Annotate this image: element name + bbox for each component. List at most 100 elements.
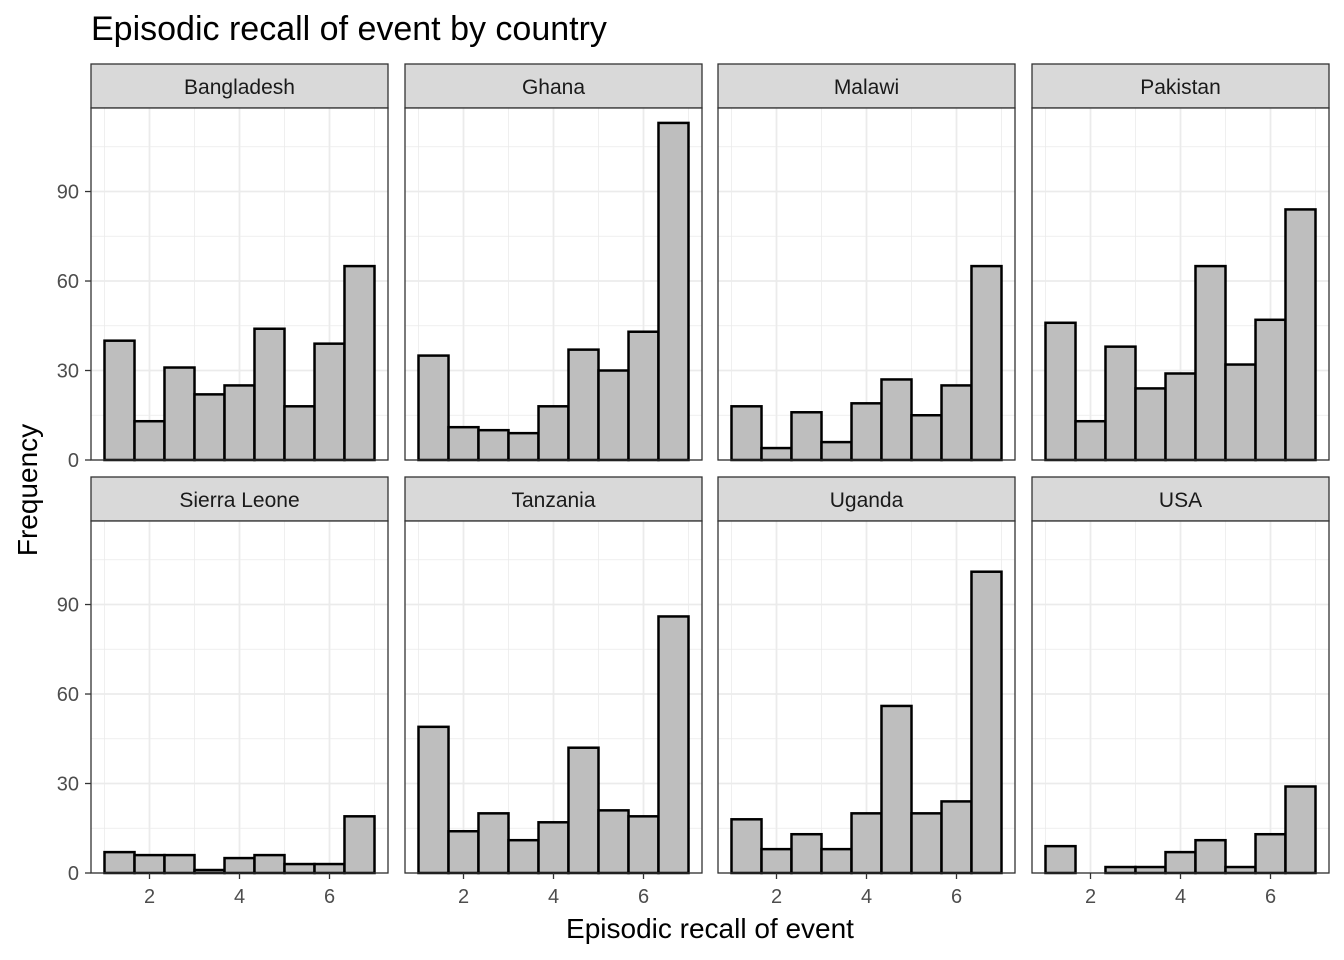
- x-tick-label: 6: [324, 886, 335, 908]
- panel-sierra-leone: Sierra Leone 0 30 60 90 2 4 6: [57, 476, 389, 908]
- histogram-bar: [820, 847, 853, 875]
- histogram-bar: [1224, 363, 1257, 462]
- histogram-bar: [223, 384, 256, 462]
- panel-bangladesh: Bangladesh 0 30 60 90: [57, 63, 389, 472]
- histogram-bar: [283, 862, 316, 875]
- strip-background: [1031, 63, 1330, 109]
- histogram-bar: [910, 414, 943, 462]
- strip-background: [717, 476, 1016, 522]
- histogram-bar: [760, 847, 793, 875]
- strip-label: Bangladesh: [184, 76, 295, 99]
- x-axis-title: Episodic recall of event: [566, 913, 854, 944]
- panel-border: [90, 107, 389, 461]
- x-tick-label: 2: [144, 886, 155, 908]
- histogram-bar: [1074, 419, 1107, 462]
- y-tick-label: 0: [68, 450, 79, 472]
- strip-background: [404, 63, 703, 109]
- y-axis-title: Frequency: [12, 424, 43, 556]
- histogram-bar: [103, 850, 136, 875]
- histogram-bar: [730, 818, 763, 875]
- histogram-bar: [657, 615, 690, 875]
- histogram-bar: [1104, 865, 1137, 875]
- panel-uganda: Uganda 2 4 6: [717, 476, 1016, 908]
- strip-label: Sierra Leone: [179, 489, 299, 512]
- histogram-bar: [940, 384, 973, 462]
- histogram-bar: [133, 853, 166, 875]
- strip-label: Ghana: [522, 76, 585, 99]
- panel-usa: USA 2 4 6: [1031, 476, 1330, 908]
- y-tick-label: 0: [68, 863, 79, 885]
- strip-background: [404, 476, 703, 522]
- histogram-bar: [163, 366, 196, 462]
- y-tick-label: 30: [57, 774, 79, 796]
- panel-malawi: Malawi: [717, 63, 1016, 462]
- histogram-bar: [567, 348, 600, 462]
- panel-border: [1031, 107, 1330, 461]
- histogram-bar: [730, 405, 763, 462]
- histogram-bar: [567, 746, 600, 875]
- histogram-bar: [597, 809, 630, 875]
- histogram-bar: [1284, 785, 1317, 875]
- histogram-bar: [880, 704, 913, 875]
- histogram-bar: [343, 815, 376, 875]
- panel-ghana: Ghana: [404, 63, 703, 462]
- x-tick-label: 4: [1175, 886, 1186, 908]
- x-tick-label: 6: [1265, 886, 1276, 908]
- histogram-bar: [253, 327, 286, 462]
- histogram-bar: [1104, 345, 1137, 462]
- histogram-bar: [880, 378, 913, 462]
- x-tick-label: 4: [234, 886, 245, 908]
- histogram-bar: [283, 405, 316, 462]
- histogram-bar: [1164, 850, 1197, 875]
- x-tick-label: 2: [1085, 886, 1096, 908]
- histogram-bar: [417, 725, 450, 875]
- y-tick-label: 90: [57, 182, 79, 204]
- strip-background: [1031, 476, 1330, 522]
- histogram-bar: [910, 812, 943, 875]
- histogram-bar: [477, 812, 510, 875]
- x-tick-label: 6: [638, 886, 649, 908]
- histogram-bar: [1254, 832, 1287, 875]
- histogram-bar: [1194, 264, 1227, 462]
- strip-label: Uganda: [830, 489, 904, 512]
- x-tick-label: 6: [951, 886, 962, 908]
- histogram-bar: [820, 440, 853, 462]
- histogram-bar: [627, 330, 660, 462]
- histogram-bar: [253, 853, 286, 875]
- x-tick-label: 2: [458, 886, 469, 908]
- histogram-bar: [537, 821, 570, 875]
- histogram-bar: [1044, 321, 1077, 462]
- y-tick-label: 90: [57, 595, 79, 617]
- histogram-bar: [1284, 208, 1317, 462]
- histogram-bar: [313, 862, 346, 875]
- histogram-bar: [313, 342, 346, 462]
- histogram-bar: [850, 812, 883, 875]
- histogram-bar: [627, 815, 660, 875]
- x-tick-label: 4: [548, 886, 559, 908]
- y-tick-label: 60: [57, 271, 79, 293]
- x-tick-label: 4: [861, 886, 872, 908]
- histogram-bar: [970, 264, 1003, 462]
- histogram-bar: [1134, 865, 1167, 875]
- histogram-bar: [597, 369, 630, 462]
- histogram-bar: [790, 411, 823, 462]
- histogram-bar: [1224, 865, 1257, 875]
- strip-background: [717, 63, 1016, 109]
- chart-title: Episodic recall of event by country: [91, 10, 607, 48]
- y-tick-label: 60: [57, 684, 79, 706]
- histogram-bar: [1044, 844, 1077, 875]
- strip-background: [90, 63, 389, 109]
- histogram-bar: [447, 829, 480, 875]
- strip-label: Pakistan: [1140, 76, 1221, 99]
- panel-border: [404, 107, 703, 461]
- histogram-bar: [850, 402, 883, 462]
- histogram-bar: [657, 121, 690, 462]
- histogram-bar: [1254, 318, 1287, 462]
- histogram-bar: [940, 800, 973, 875]
- histogram-bar: [163, 853, 196, 875]
- x-tick-label: 2: [771, 886, 782, 908]
- panel-pakistan: Pakistan: [1031, 63, 1330, 462]
- histogram-bar: [223, 856, 256, 875]
